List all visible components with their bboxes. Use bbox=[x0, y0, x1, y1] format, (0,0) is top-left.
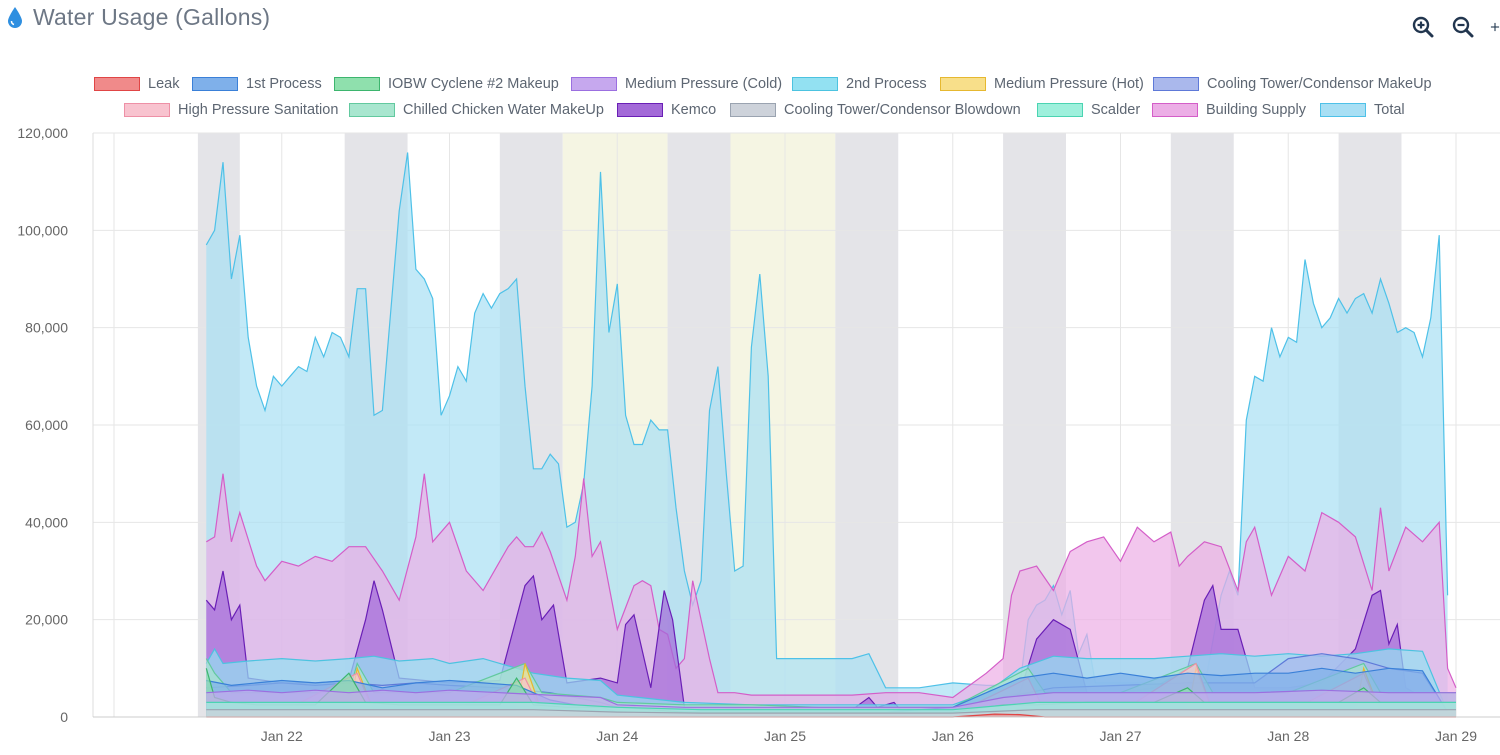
legend-label: 2nd Process bbox=[846, 76, 927, 92]
pan-icon bbox=[1490, 22, 1500, 32]
y-tick-label: 80,000 bbox=[25, 320, 68, 336]
legend-swatch bbox=[1152, 103, 1198, 117]
chart-header: Water Usage (Gallons) bbox=[0, 0, 1500, 40]
legend-item[interactable]: Cooling Tower/Condensor MakeUp bbox=[1153, 76, 1432, 92]
legend-item[interactable]: Medium Pressure (Hot) bbox=[940, 76, 1144, 92]
legend-item[interactable]: Medium Pressure (Cold) bbox=[571, 76, 782, 92]
chart-toolbar bbox=[1396, 14, 1500, 40]
legend-label: Cooling Tower/Condensor Blowdown bbox=[784, 102, 1021, 118]
series-areas bbox=[205, 152, 1457, 718]
legend-label: 1st Process bbox=[246, 76, 322, 92]
y-tick-label: 120,000 bbox=[17, 125, 68, 141]
chart-title: Water Usage (Gallons) bbox=[33, 4, 271, 30]
legend-row: Leak 1st Process IOBW Cyclene #2 Makeup Med… bbox=[0, 76, 1500, 98]
y-tick-label: 100,000 bbox=[17, 222, 68, 238]
y-tick-label: 20,000 bbox=[25, 612, 68, 628]
series-line-medium-pressure-cold bbox=[206, 689, 1456, 708]
legend-swatch bbox=[792, 77, 838, 91]
zoom-in-button[interactable] bbox=[1410, 14, 1436, 40]
legend-swatch bbox=[1037, 103, 1083, 117]
legend-swatch bbox=[192, 77, 238, 91]
x-tick-label: Jan 28 bbox=[1267, 728, 1309, 744]
x-tick-label: Jan 22 bbox=[261, 728, 303, 744]
legend-swatch bbox=[617, 103, 663, 117]
legend-swatch bbox=[124, 103, 170, 117]
legend-label: Total bbox=[1374, 102, 1405, 118]
water-drop-icon bbox=[6, 6, 24, 30]
x-tick-label: Jan 23 bbox=[428, 728, 470, 744]
y-tick-label: 60,000 bbox=[25, 417, 68, 433]
legend-row: High Pressure Sanitation Chilled Chicken … bbox=[0, 102, 1500, 124]
legend-item[interactable]: Kemco bbox=[617, 102, 716, 118]
legend-item[interactable]: 2nd Process bbox=[792, 76, 927, 92]
legend-swatch bbox=[571, 77, 617, 91]
x-tick-label: Jan 27 bbox=[1099, 728, 1141, 744]
legend-item[interactable]: Leak bbox=[94, 76, 179, 92]
legend-item[interactable]: Cooling Tower/Condensor Blowdown bbox=[730, 102, 1021, 118]
series-line-scalder bbox=[206, 701, 1456, 711]
legend-item[interactable]: Building Supply bbox=[1152, 102, 1306, 118]
zoom-out-icon bbox=[1452, 16, 1474, 38]
x-tick-label: Jan 25 bbox=[764, 728, 806, 744]
series-line-building-supply bbox=[205, 473, 1457, 699]
legend-label: IOBW Cyclene #2 Makeup bbox=[388, 76, 559, 92]
legend-swatch bbox=[730, 103, 776, 117]
legend-label: Chilled Chicken Water MakeUp bbox=[403, 102, 604, 118]
y-tick-label: 0 bbox=[60, 709, 68, 725]
x-tick-label: Jan 26 bbox=[932, 728, 974, 744]
legend-swatch bbox=[349, 103, 395, 117]
legend-label: Medium Pressure (Hot) bbox=[994, 76, 1144, 92]
legend-label: Medium Pressure (Cold) bbox=[625, 76, 783, 92]
pan-button[interactable] bbox=[1490, 14, 1500, 40]
legend-label: Leak bbox=[148, 76, 180, 92]
legend-swatch bbox=[940, 77, 986, 91]
series-line-cooling-tower-condensor-blowdown bbox=[206, 709, 1456, 714]
series-line-total bbox=[205, 152, 1449, 696]
zoom-out-button[interactable] bbox=[1450, 14, 1476, 40]
legend-swatch bbox=[1153, 77, 1199, 91]
legend-item[interactable]: Total bbox=[1320, 102, 1405, 118]
x-tick-label: Jan 29 bbox=[1435, 728, 1477, 744]
series-line-2nd-process bbox=[205, 647, 1456, 713]
legend-item[interactable]: IOBW Cyclene #2 Makeup bbox=[334, 76, 559, 92]
y-tick-label: 40,000 bbox=[25, 514, 68, 530]
legend-swatch bbox=[94, 77, 140, 91]
legend-label: Cooling Tower/Condensor MakeUp bbox=[1207, 76, 1432, 92]
legend-swatch bbox=[1320, 103, 1366, 117]
legend-item[interactable]: High Pressure Sanitation bbox=[124, 102, 338, 118]
legend-item[interactable]: Chilled Chicken Water MakeUp bbox=[349, 102, 604, 118]
legend-label: Kemco bbox=[671, 102, 717, 118]
title-wrap: Water Usage (Gallons) bbox=[6, 4, 270, 31]
legend-item[interactable]: 1st Process bbox=[192, 76, 322, 92]
legend-label: Scalder bbox=[1091, 102, 1141, 118]
zoom-in-icon bbox=[1412, 16, 1434, 38]
legend-swatch bbox=[334, 77, 380, 91]
x-tick-label: Jan 24 bbox=[596, 728, 638, 744]
legend-label: Building Supply bbox=[1206, 102, 1306, 118]
legend-item[interactable]: Scalder bbox=[1037, 102, 1140, 118]
legend-label: High Pressure Sanitation bbox=[178, 102, 339, 118]
